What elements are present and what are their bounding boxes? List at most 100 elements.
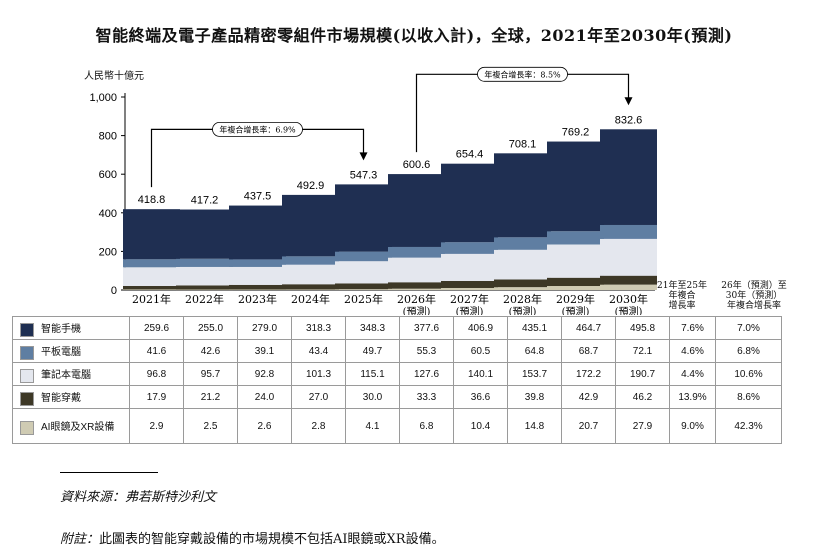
series-label-cell: 平板電腦 [12,339,130,363]
table-cell-value: 96.8 [129,362,184,386]
bar-segment [441,242,498,254]
cagr-label: 年複合增長率：6.9% [219,124,296,134]
x-tick-sublabel: (預測) [456,305,484,315]
table-row: 筆記本電腦 96.8 95.7 92.8 101.3 115.1 127.6 140.1 153… [12,362,782,386]
cagr-2021-2025-cell: 13.9% [669,385,716,409]
bar-segment [176,258,233,267]
bar-segment [441,253,498,281]
bar-segment [494,279,551,288]
table-cell-value: 6.8 [399,408,454,444]
table-cell-value: 36.6 [453,385,508,409]
table-cell-value: 115.1 [345,362,400,386]
table-cell-value: 60.5 [453,339,508,363]
table-row: AI眼鏡及XR設備 2.9 2.5 2.6 2.8 4.1 6.8 10.4 14.8 20.7 2… [12,408,782,444]
table-cell-value: 20.7 [561,408,616,444]
table-cell-value: 42.6 [183,339,238,363]
table-cell-value: 140.1 [453,362,508,386]
table-cell-value: 17.9 [129,385,184,409]
table-cell-value: 348.3 [345,316,400,340]
cagr-header-line: 增長率 [668,301,696,311]
bar-segment [282,289,339,290]
cagr-2021-2025-cell: 4.4% [669,362,716,386]
table-cell-value: 495.8 [615,316,670,340]
bar-segment [388,288,445,290]
table-cell-value: 2.9 [129,408,184,444]
bar-segment [229,289,286,290]
bar-total-label: 654.4 [456,149,484,161]
x-tick-label: 2029年 [556,292,595,306]
footnote-divider [60,472,158,473]
series-name: 筆記本電腦 [41,370,91,382]
bar-segment [229,284,286,290]
table-cell-value: 127.6 [399,362,454,386]
bar-segment [123,209,180,260]
cagr-2026-2030-cell: 10.6% [715,362,782,386]
table-cell-value: 101.3 [291,362,346,386]
table-cell-value: 259.6 [129,316,184,340]
legend-swatch [20,391,34,406]
table-cell-value: 406.9 [453,316,508,340]
bar-total-label: 769.2 [562,127,590,139]
bar-segment [494,249,551,280]
bar-segment [600,238,657,276]
table-cell-value: 49.7 [345,339,400,363]
cagr-header-line: 年複合增長率 [726,301,781,311]
bar-segment [547,244,604,278]
y-tick-label: 400 [99,208,117,220]
bar-segment [282,284,339,290]
bar-segment [123,289,180,290]
table-cell-value: 10.4 [453,408,508,444]
x-tick-label: 2025年 [344,292,383,306]
cagr-arrowhead [624,97,633,106]
chart-title: 智能終端及電子產品精密零組件市場規模(以收入計)，全球，2021年至2030年(… [95,26,733,45]
table-cell-value: 318.3 [291,316,346,340]
table-cell-value: 153.7 [507,362,562,386]
cagr-2026-2030-cell: 6.8% [715,339,782,363]
data-table: 智能手機 259.6 255.0 279.0 318.3 348.3 377.6 406.9 4… [12,316,782,444]
y-tick-label: 0 [111,285,117,297]
bar-segment [600,284,657,290]
table-cell-value: 27.9 [615,408,670,444]
bar-segment [282,194,339,257]
y-tick-label: 1,000 [89,92,117,104]
cagr-2021-2025-cell: 7.6% [669,316,716,340]
cagr-2026-2030-cell: 8.6% [715,385,782,409]
table-cell-value: 255.0 [183,316,238,340]
table-row: 平板電腦 41.6 42.6 39.1 43.4 49.7 55.3 60.5 64.8 68.7… [12,339,782,363]
bar-total-label: 708.1 [509,138,537,150]
bar-segment [600,275,657,285]
y-axis-unit-label: 人民幣十億元 [84,71,144,82]
bar-segment [123,259,180,268]
table-cell-value: 46.2 [615,385,670,409]
x-tick-label: 2028年 [503,292,542,306]
bar-segment [335,261,392,284]
table-cell-value: 24.0 [237,385,292,409]
bar-segment [600,224,657,239]
bar-segment [123,285,180,290]
legend-swatch [20,345,34,360]
x-tick-sublabel: (預測) [509,305,537,315]
x-tick-label: 2022年 [185,292,224,306]
x-tick-label: 2027年 [450,292,489,306]
table-cell-value: 68.7 [561,339,616,363]
bar-total-label: 437.5 [244,191,272,203]
bar-segment [388,174,445,247]
legend-swatch [20,420,34,435]
bar-segment [229,259,286,267]
bar-segment [388,282,445,289]
bar-segment [335,289,392,290]
table-cell-value: 64.8 [507,339,562,363]
bar-segment [547,277,604,287]
bar-segment [123,267,180,286]
table-cell-value: 33.3 [399,385,454,409]
table-cell-value: 2.6 [237,408,292,444]
footnote-text: 此圖表的智能穿戴設備的市場規模不包括AI眼鏡或XR設備。 [99,532,445,547]
bar-segment [441,280,498,288]
table-cell-value: 39.1 [237,339,292,363]
bar-segment [335,251,392,262]
bar-total-label: 547.3 [350,169,378,181]
series-label-cell: AI眼鏡及XR設備 [12,408,130,444]
bar-total-label: 832.6 [615,114,643,126]
x-tick-label: 2026年 [397,292,436,306]
table-cell-value: 172.2 [561,362,616,386]
